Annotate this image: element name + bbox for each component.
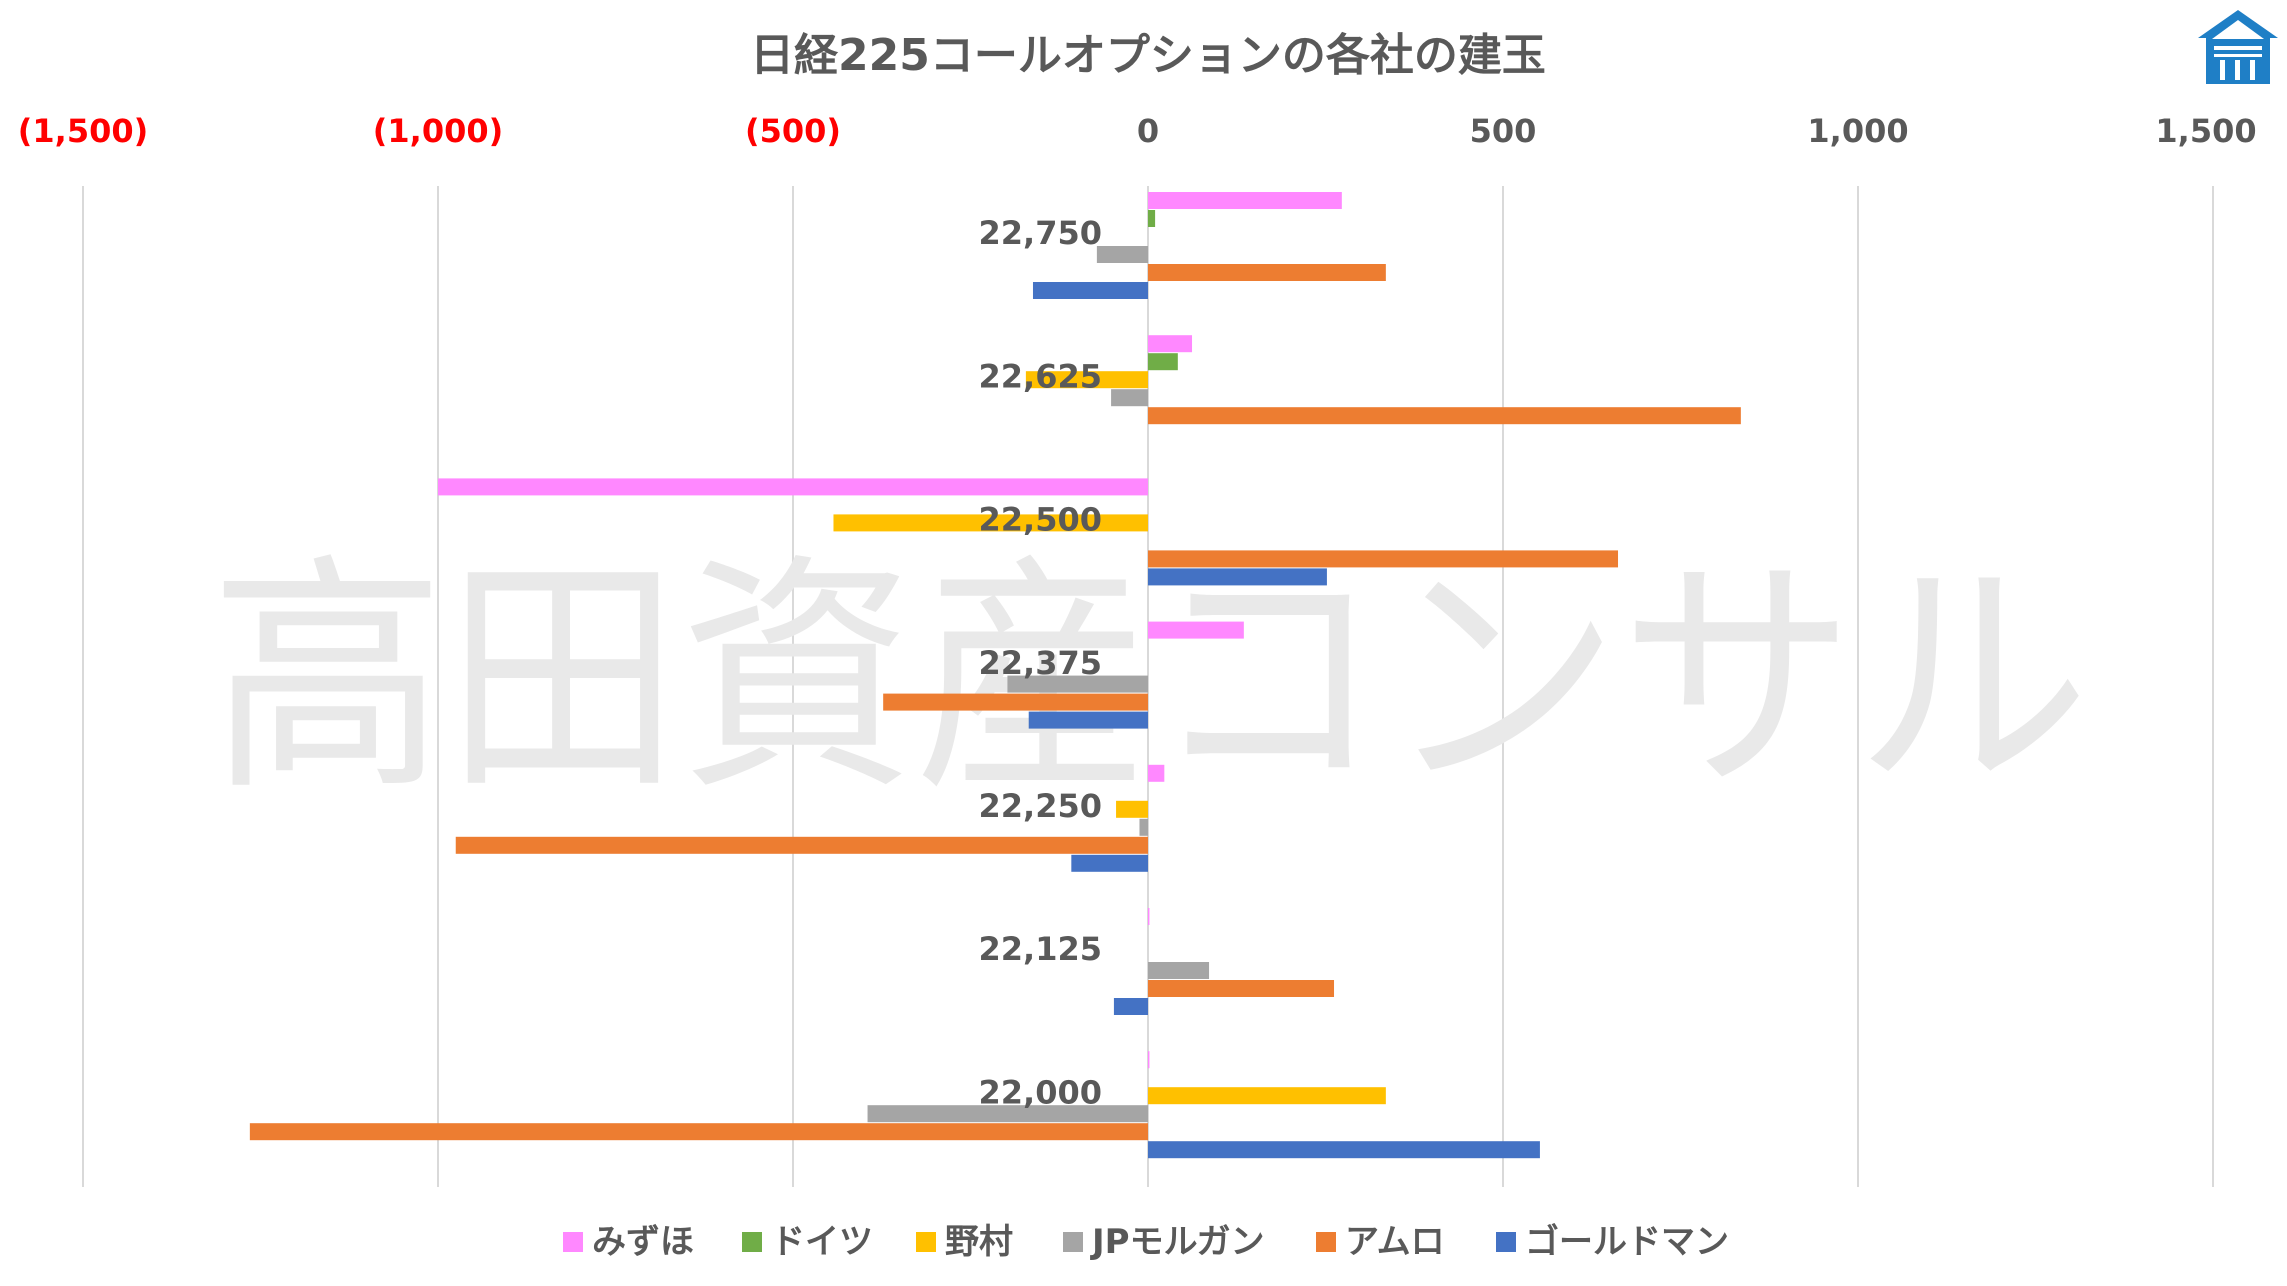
bar xyxy=(1007,675,1148,693)
bar xyxy=(1148,1087,1386,1105)
bar xyxy=(1148,764,1165,782)
bar xyxy=(833,514,1148,532)
bar xyxy=(1148,192,1342,209)
bar xyxy=(1025,371,1148,389)
bar xyxy=(1148,980,1335,997)
legend-swatch xyxy=(916,1232,936,1252)
bar xyxy=(1071,854,1148,872)
legend-label: ドイツ xyxy=(771,1222,873,1262)
x-tick-label: 500 xyxy=(1470,112,1537,150)
category-labels: 22,750 22,625 22,500 22,375 22,250 22,125 22,0… xyxy=(979,214,1102,1111)
bar xyxy=(1148,908,1150,925)
x-tick-label: 1,500 xyxy=(2155,112,2256,150)
bar xyxy=(1028,711,1148,729)
legend-swatch xyxy=(742,1232,762,1252)
x-tick-label: 1,000 xyxy=(1807,112,1908,150)
bar xyxy=(1148,568,1327,586)
bar xyxy=(249,1123,1149,1141)
bar xyxy=(1148,353,1178,371)
x-tick-label: (1,500) xyxy=(18,112,148,150)
chart-title: 日経225コールオプションの各社の建玉 xyxy=(750,30,1546,81)
bar xyxy=(1148,550,1619,568)
bar xyxy=(1148,621,1244,639)
legend-swatch xyxy=(1496,1232,1516,1252)
bar xyxy=(438,478,1148,496)
bars xyxy=(249,192,1741,1159)
bar xyxy=(1148,962,1210,979)
category-label: 22,250 xyxy=(979,787,1102,825)
legend-swatch xyxy=(563,1232,583,1252)
category-label: 22,125 xyxy=(979,930,1102,968)
bar xyxy=(1116,800,1148,818)
legend-label: アムロ xyxy=(1345,1222,1445,1262)
category-label: 22,500 xyxy=(979,501,1102,539)
category-label: 22,000 xyxy=(979,1073,1102,1111)
x-tick-label: (1,000) xyxy=(373,112,503,150)
bar xyxy=(1148,335,1193,353)
legend-label: 野村 xyxy=(945,1222,1013,1262)
legend-label: JPモルガン xyxy=(1090,1222,1265,1262)
bar xyxy=(867,1105,1148,1123)
gridlines xyxy=(82,186,2214,1187)
bar xyxy=(1148,1051,1150,1069)
house-logo xyxy=(2198,10,2278,84)
legend-label: ゴールドマン xyxy=(1525,1222,1729,1262)
bar xyxy=(1032,282,1148,299)
bar xyxy=(1111,389,1148,407)
bar xyxy=(1148,210,1156,227)
legend-swatch xyxy=(1316,1232,1336,1252)
category-label: 22,375 xyxy=(979,644,1102,682)
legend: みずほ ドイツ 野村 JPモルガン アムロ ゴールドマン xyxy=(563,1222,1729,1262)
bar xyxy=(1096,246,1148,263)
x-tick-label: 0 xyxy=(1137,112,1159,150)
bar xyxy=(1113,998,1148,1015)
bar xyxy=(455,836,1148,854)
legend-swatch xyxy=(1063,1232,1083,1252)
bar xyxy=(1148,407,1741,425)
category-label: 22,750 xyxy=(979,214,1102,252)
x-tick-label: (500) xyxy=(745,112,841,150)
bar xyxy=(1139,818,1148,836)
legend-label: みずほ xyxy=(592,1222,694,1262)
category-label: 22,625 xyxy=(979,357,1102,395)
x-axis-tick-labels: (1,500) (1,000) (500) 0 500 1,000 1,500 xyxy=(18,112,2257,150)
bar xyxy=(1148,264,1386,281)
bar xyxy=(883,693,1148,711)
bar xyxy=(1148,1141,1540,1159)
